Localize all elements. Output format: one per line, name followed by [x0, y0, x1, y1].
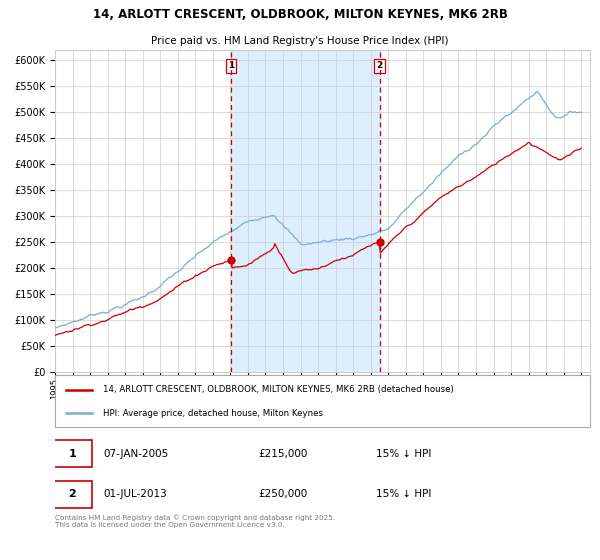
Text: Contains HM Land Registry data © Crown copyright and database right 2025.
This d: Contains HM Land Registry data © Crown c…: [55, 514, 335, 528]
FancyBboxPatch shape: [55, 375, 590, 427]
Text: 07-JAN-2005: 07-JAN-2005: [103, 449, 169, 459]
Text: 1: 1: [68, 449, 76, 459]
Text: £250,000: £250,000: [259, 489, 308, 500]
Text: £215,000: £215,000: [259, 449, 308, 459]
Bar: [231, 50, 380, 372]
FancyBboxPatch shape: [52, 481, 92, 508]
Text: Price paid vs. HM Land Registry's House Price Index (HPI): Price paid vs. HM Land Registry's House …: [151, 36, 449, 46]
Text: 14, ARLOTT CRESCENT, OLDBROOK, MILTON KEYNES, MK6 2RB (detached house): 14, ARLOTT CRESCENT, OLDBROOK, MILTON KE…: [103, 385, 454, 394]
Text: 15% ↓ HPI: 15% ↓ HPI: [376, 449, 431, 459]
Text: 15% ↓ HPI: 15% ↓ HPI: [376, 489, 431, 500]
Text: 1: 1: [228, 61, 234, 70]
Text: 2: 2: [68, 489, 76, 500]
Text: HPI: Average price, detached house, Milton Keynes: HPI: Average price, detached house, Milt…: [103, 409, 323, 418]
Text: 01-JUL-2013: 01-JUL-2013: [103, 489, 167, 500]
Text: 14, ARLOTT CRESCENT, OLDBROOK, MILTON KEYNES, MK6 2RB: 14, ARLOTT CRESCENT, OLDBROOK, MILTON KE…: [92, 8, 508, 21]
FancyBboxPatch shape: [52, 440, 92, 467]
Text: 2: 2: [376, 61, 383, 70]
